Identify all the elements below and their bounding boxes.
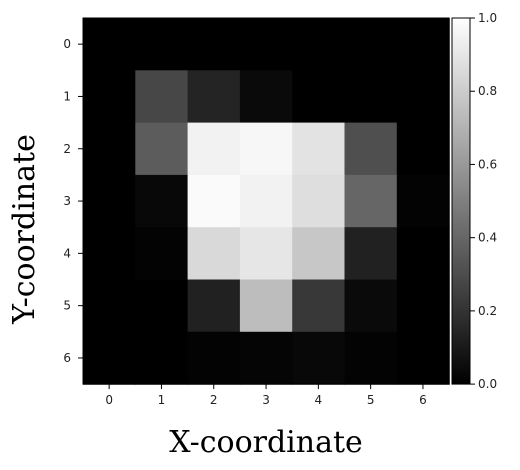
heatmap-cell-r2-c3 <box>239 122 293 176</box>
heatmap-cell-r5-c0 <box>83 279 136 333</box>
heatmap-cell-r3-c3 <box>239 174 293 228</box>
y-tick-label-1: 1 <box>63 89 71 103</box>
x-tick-label-3: 3 <box>262 393 270 407</box>
colorbar-tick-label-0: 0.0 <box>478 377 497 391</box>
heatmap-cell-r0-c2 <box>187 18 241 71</box>
heatmap-cell-r2-c0 <box>83 122 136 176</box>
heatmap-cell-r3-c4 <box>292 174 346 228</box>
heatmap-cell-r0-c6 <box>396 18 450 71</box>
x-tick-label-1: 1 <box>158 393 166 407</box>
heatmap-cell-r5-c1 <box>135 279 189 333</box>
heatmap-cell-r0-c0 <box>83 18 136 71</box>
heatmap-cell-r6-c3 <box>239 331 293 385</box>
heatmap-cell-r5-c5 <box>344 279 398 333</box>
heatmap-cell-r6-c4 <box>292 331 346 385</box>
heatmap-cell-r1-c6 <box>396 70 450 124</box>
colorbar-tick-label-3: 0.6 <box>478 157 497 171</box>
heatmap-cell-r5-c3 <box>239 279 293 333</box>
heatmap-cell-r5-c4 <box>292 279 346 333</box>
heatmap-cell-r5-c6 <box>396 279 450 333</box>
y-axis-label: Y-coordinate <box>7 134 42 325</box>
heatmap-cell-r3-c1 <box>135 174 189 228</box>
colorbar-tick-label-5: 1.0 <box>478 11 497 25</box>
heatmap-cell-r6-c0 <box>83 331 136 385</box>
heatmap-cell-r0-c4 <box>292 18 346 71</box>
heatmap-cell-r2-c4 <box>292 122 346 176</box>
x-tick-label-4: 4 <box>315 393 323 407</box>
heatmap-cell-r1-c5 <box>344 70 398 124</box>
heatmap-cell-r1-c0 <box>83 70 136 124</box>
heatmap-cell-r0-c1 <box>135 18 189 71</box>
heatmap-cell-r3-c5 <box>344 174 398 228</box>
colorbar-tick-label-1: 0.2 <box>478 304 497 318</box>
colorbar <box>451 17 471 385</box>
heatmap-cell-r2-c1 <box>135 122 189 176</box>
x-tick-label-6: 6 <box>419 393 427 407</box>
heatmap-cells <box>83 18 450 385</box>
colorbar-tick-label-4: 0.8 <box>478 84 497 98</box>
x-tick-label-0: 0 <box>105 393 113 407</box>
heatmap-cell-r3-c6 <box>396 174 450 228</box>
heatmap-cell-r0-c3 <box>239 18 293 71</box>
heatmap-cell-r0-c5 <box>344 18 398 71</box>
y-axis-ticks: 0 1 2 3 4 5 6 <box>63 37 83 365</box>
x-axis-ticks: 0 1 2 3 4 5 6 <box>105 384 427 407</box>
heatmap-cell-r1-c2 <box>187 70 241 124</box>
y-tick-label-5: 5 <box>63 299 71 313</box>
y-tick-label-0: 0 <box>63 37 71 51</box>
heatmap-cell-r4-c2 <box>187 227 241 281</box>
heatmap-cell-r6-c1 <box>135 331 189 385</box>
x-tick-label-5: 5 <box>367 393 375 407</box>
colorbar-ticks: 0.0 0.2 0.4 0.6 0.8 1.0 <box>470 11 497 391</box>
x-tick-label-2: 2 <box>210 393 218 407</box>
heatmap-cell-r3-c2 <box>187 174 241 228</box>
heatmap-cell-r4-c4 <box>292 227 346 281</box>
heatmap-cell-r1-c3 <box>239 70 293 124</box>
y-tick-label-4: 4 <box>63 246 71 260</box>
x-axis-label: X-coordinate <box>169 425 363 460</box>
heatmap-cell-r4-c0 <box>83 227 136 281</box>
heatmap-cell-r3-c0 <box>83 174 136 228</box>
heatmap-cell-r1-c1 <box>135 70 189 124</box>
heatmap-cell-r4-c3 <box>239 227 293 281</box>
colorbar-tick-label-2: 0.4 <box>478 231 497 245</box>
heatmap-cell-r6-c2 <box>187 331 241 385</box>
heatmap-cell-r4-c1 <box>135 227 189 281</box>
heatmap-cell-r2-c2 <box>187 122 241 176</box>
y-tick-label-2: 2 <box>63 142 71 156</box>
heatmap-cell-r1-c4 <box>292 70 346 124</box>
y-tick-label-6: 6 <box>63 351 71 365</box>
y-tick-label-3: 3 <box>63 194 71 208</box>
heatmap-cell-r6-c5 <box>344 331 398 385</box>
heatmap-cell-r5-c2 <box>187 279 241 333</box>
heatmap-cell-r2-c5 <box>344 122 398 176</box>
heatmap-cell-r4-c5 <box>344 227 398 281</box>
heatmap-cell-r4-c6 <box>396 227 450 281</box>
heatmap-cell-r2-c6 <box>396 122 450 176</box>
heatmap-cell-r6-c6 <box>396 331 450 385</box>
